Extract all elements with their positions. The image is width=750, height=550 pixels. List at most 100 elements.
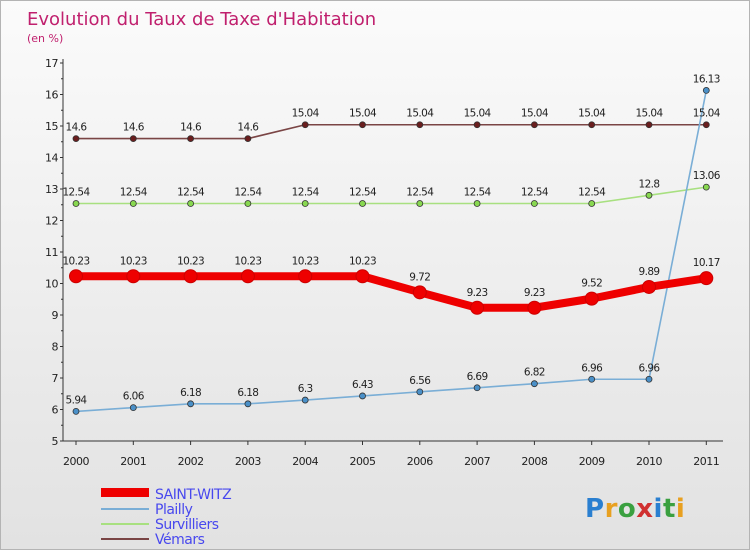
data-label-survilliers: 12.8 bbox=[639, 178, 660, 190]
y-tick-label: 10 bbox=[45, 278, 58, 291]
data-point-vemars bbox=[702, 121, 710, 129]
y-tick-label: 6 bbox=[52, 404, 59, 417]
data-point-saint-witz bbox=[470, 300, 485, 315]
data-label-vemars: 15.04 bbox=[635, 108, 663, 120]
data-point-survilliers bbox=[416, 200, 424, 207]
data-point-saint-witz bbox=[355, 269, 370, 284]
data-label-plailly: 6.96 bbox=[581, 362, 603, 374]
data-label-plailly: 6.69 bbox=[467, 371, 488, 383]
y-tick-label: 9 bbox=[52, 309, 59, 322]
data-point-vemars bbox=[244, 135, 252, 143]
data-label-saint-witz: 10.23 bbox=[62, 255, 89, 267]
data-point-vemars bbox=[416, 121, 424, 129]
chart-subtitle: (en %) bbox=[27, 32, 63, 45]
series-line-saint-witz bbox=[72, 272, 711, 312]
data-label-vemars: 15.04 bbox=[521, 108, 549, 120]
data-point-vemars bbox=[72, 135, 80, 143]
data-point-plailly bbox=[72, 407, 80, 415]
data-point-survilliers bbox=[244, 200, 252, 207]
data-label-survilliers: 12.54 bbox=[62, 186, 90, 198]
series-layer bbox=[69, 87, 714, 415]
data-point-survilliers bbox=[645, 191, 653, 199]
data-label-plailly: 6.18 bbox=[237, 387, 258, 399]
data-label-plailly: 5.94 bbox=[66, 394, 88, 406]
data-point-saint-witz bbox=[298, 269, 313, 284]
data-point-survilliers bbox=[187, 200, 195, 207]
data-label-plailly: 6.43 bbox=[352, 379, 373, 391]
logo-letter: t bbox=[663, 494, 676, 524]
data-label-vemars: 14.6 bbox=[123, 122, 145, 134]
y-axis-ticks: 5 6 7 8 9 10 11 12 13 14 15 16 17 bbox=[45, 57, 63, 448]
data-point-plailly bbox=[187, 400, 195, 408]
y-tick-label: 14 bbox=[45, 152, 58, 165]
data-label-saint-witz: 9.52 bbox=[581, 278, 602, 290]
data-point-saint-witz bbox=[69, 269, 83, 284]
proxiti-logo: Proxiti bbox=[585, 494, 685, 524]
data-label-survilliers: 13.06 bbox=[693, 170, 721, 182]
data-point-plailly bbox=[244, 400, 252, 408]
data-label-survilliers: 12.54 bbox=[406, 186, 434, 198]
legend-swatch-plailly bbox=[101, 508, 149, 510]
data-label-saint-witz: 10.23 bbox=[177, 255, 204, 267]
data-point-survilliers bbox=[473, 200, 481, 207]
data-point-saint-witz bbox=[642, 279, 656, 294]
data-point-survilliers bbox=[301, 200, 309, 207]
data-label-saint-witz: 10.23 bbox=[234, 255, 261, 267]
x-tick-label: 2000 bbox=[63, 455, 89, 468]
data-label-plailly: 6.96 bbox=[639, 362, 661, 374]
data-label-plailly: 16.13 bbox=[693, 73, 720, 85]
y-tick-label: 13 bbox=[45, 183, 58, 196]
data-point-vemars bbox=[359, 121, 366, 129]
data-point-saint-witz bbox=[699, 271, 714, 286]
legend-swatch-survilliers bbox=[101, 523, 149, 525]
data-label-survilliers: 12.54 bbox=[120, 186, 148, 198]
data-point-saint-witz bbox=[412, 285, 427, 300]
logo-letter: x bbox=[636, 494, 653, 524]
data-label-plailly: 6.3 bbox=[298, 383, 313, 395]
data-label-vemars: 15.04 bbox=[292, 108, 320, 120]
data-point-vemars bbox=[187, 135, 195, 143]
x-tick-label: 2003 bbox=[235, 455, 261, 468]
x-tick-label: 2002 bbox=[178, 455, 204, 468]
data-point-saint-witz bbox=[126, 269, 141, 284]
data-label-saint-witz: 9.89 bbox=[639, 266, 660, 278]
data-point-vemars bbox=[129, 135, 137, 143]
data-label-vemars: 15.04 bbox=[578, 108, 606, 120]
data-point-vemars bbox=[588, 121, 596, 129]
data-point-saint-witz bbox=[183, 269, 198, 284]
y-tick-label: 15 bbox=[45, 120, 58, 133]
y-tick-label: 16 bbox=[45, 89, 58, 102]
x-tick-label: 2008 bbox=[521, 455, 547, 468]
series-line-vemars bbox=[75, 123, 708, 140]
data-labels-layer: 10.23 10.23 10.23 10.23 10.23 10.23 9.72 9.23 9.… bbox=[62, 73, 721, 406]
data-label-saint-witz: 10.23 bbox=[120, 255, 147, 267]
data-label-survilliers: 12.54 bbox=[292, 186, 320, 198]
data-point-vemars bbox=[473, 121, 481, 129]
data-label-survilliers: 12.54 bbox=[234, 186, 262, 198]
data-point-plailly bbox=[301, 396, 309, 404]
data-label-survilliers: 12.54 bbox=[177, 186, 205, 198]
data-label-vemars: 14.6 bbox=[180, 122, 202, 134]
data-label-survilliers: 12.54 bbox=[349, 186, 377, 198]
data-label-plailly: 6.56 bbox=[409, 375, 431, 387]
legend-label-saint-witz: SAINT-WITZ bbox=[155, 487, 231, 503]
data-label-saint-witz: 9.23 bbox=[524, 287, 545, 299]
logo-letter: i bbox=[676, 494, 685, 524]
data-point-plailly bbox=[702, 87, 710, 94]
data-point-survilliers bbox=[702, 183, 710, 191]
data-label-vemars: 14.6 bbox=[237, 122, 259, 134]
data-point-vemars bbox=[645, 121, 653, 129]
data-label-survilliers: 12.54 bbox=[578, 186, 606, 198]
logo-letter: i bbox=[654, 494, 663, 524]
data-point-plailly bbox=[645, 375, 653, 383]
data-point-survilliers bbox=[72, 200, 80, 207]
chart-title: Evolution du Taux de Taxe d'Habitation bbox=[27, 9, 376, 30]
data-point-survilliers bbox=[359, 200, 366, 207]
logo-letter: o bbox=[618, 494, 636, 524]
data-label-vemars: 15.04 bbox=[349, 108, 377, 120]
x-tick-label: 2011 bbox=[693, 455, 719, 468]
data-label-saint-witz: 9.23 bbox=[467, 287, 488, 299]
series-line-plailly bbox=[75, 89, 708, 413]
